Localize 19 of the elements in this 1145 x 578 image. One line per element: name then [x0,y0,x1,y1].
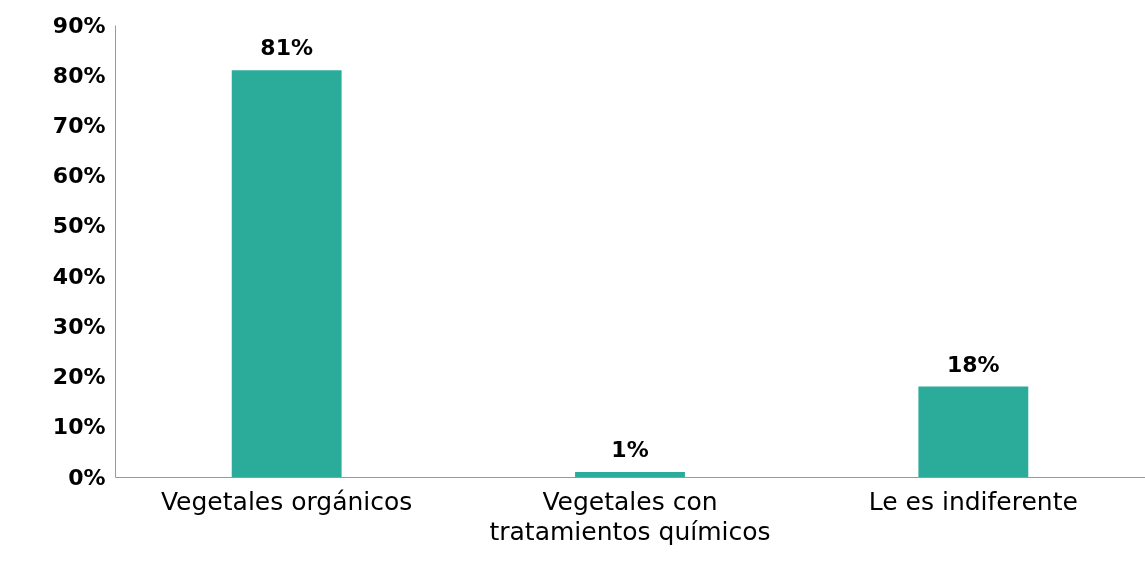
bar [575,471,685,477]
y-tick-label: 70% [52,112,106,138]
x-tick-label: Vegetales con tratamientos químicos [489,486,771,546]
y-tick-label: 60% [52,163,106,189]
y-tick-label: 40% [52,263,106,289]
x-tick-label: Vegetales orgánicos [160,486,413,516]
bar [231,70,342,477]
y-tick-label: 10% [52,414,106,440]
data-label: 1% [611,436,649,462]
y-tick-label: 50% [52,213,106,239]
y-tick-label: 80% [52,62,106,88]
y-tick-label: 90% [52,12,106,38]
bar [918,386,1029,477]
y-tick-label: 0% [68,464,106,490]
data-label: 18% [947,351,1000,377]
data-label: 81% [260,35,313,61]
x-tick-label: Le es indiferente [868,486,1078,516]
y-tick-label: 30% [52,313,106,339]
y-tick-label: 20% [52,364,106,390]
